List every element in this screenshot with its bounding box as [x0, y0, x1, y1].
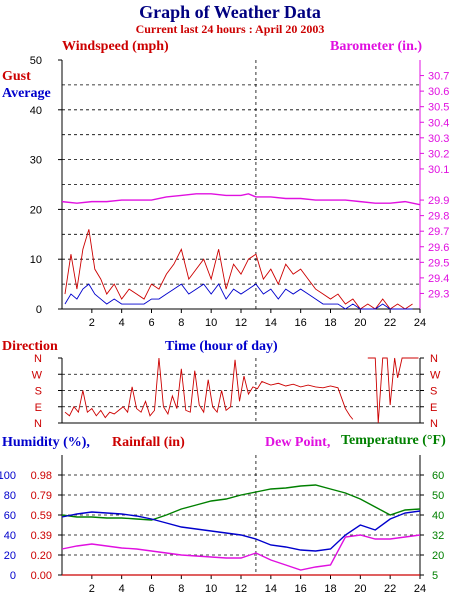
- x-tick-label: 6: [148, 583, 154, 595]
- dir-tick-label: W: [32, 369, 43, 381]
- humidity-tick-label: 80: [4, 490, 16, 502]
- humidity-tick-label: 60: [4, 510, 16, 522]
- dir-tick-label: W: [430, 369, 441, 381]
- temp-tick-label: 5: [432, 570, 438, 582]
- humidity-label: Humidity (%),: [2, 435, 90, 450]
- direction-label: Direction: [2, 339, 58, 354]
- x-tick-label: 8: [178, 317, 184, 329]
- rain-tick-label: 0.00: [31, 570, 52, 582]
- baro-tick-label: 30.6: [428, 86, 449, 98]
- dewpoint-label: Dew Point,: [265, 435, 330, 450]
- rain-tick-label: 0.39: [31, 530, 52, 542]
- x-tick-label: 10: [205, 317, 217, 329]
- dir-tick-label: N: [430, 353, 438, 365]
- humidity-line: [61, 510, 421, 552]
- baro-tick-label: 30.5: [428, 102, 449, 114]
- temp-tick-label: 20: [432, 550, 444, 562]
- x-tick-label: 12: [235, 583, 247, 595]
- baro-tick-label: 29.5: [428, 257, 449, 269]
- x-tick-label: 20: [354, 317, 366, 329]
- x-tick-label: 24: [414, 583, 426, 595]
- chart-subtitle: Current last 24 hours : April 20 2003: [136, 22, 325, 36]
- baro-tick-label: 30.7: [428, 71, 449, 83]
- x-tick-label: 22: [384, 317, 396, 329]
- dir-tick-label: E: [430, 402, 437, 414]
- x-tick-label: 10: [205, 583, 217, 595]
- x-tick-label: 24: [414, 317, 426, 329]
- humidity-tick-label: 20: [4, 550, 16, 562]
- temp-tick-label: 50: [432, 490, 444, 502]
- y-tick-label: 0: [36, 304, 42, 316]
- humidity-tick-label: 100: [0, 470, 16, 482]
- x-tick-label: 8: [178, 583, 184, 595]
- y-tick-label: 50: [30, 55, 42, 67]
- gust-line: [64, 229, 413, 310]
- x-tick-label: 18: [324, 583, 336, 595]
- dir-tick-label: N: [34, 418, 42, 430]
- x-tick-label: 14: [265, 317, 277, 329]
- x-tick-label: 14: [265, 583, 277, 595]
- rain-tick-label: 0.59: [31, 510, 52, 522]
- x-tick-label: 4: [119, 583, 125, 595]
- baro-tick-label: 29.3: [428, 288, 449, 300]
- y-tick-label: 30: [30, 155, 42, 167]
- rain-tick-label: 0.79: [31, 490, 52, 502]
- x-tick-label: 22: [384, 583, 396, 595]
- baro-tick-label: 30.3: [428, 133, 449, 145]
- baro-tick-label: 29.8: [428, 211, 449, 223]
- y-tick-label: 40: [30, 105, 42, 117]
- baro-tick-label: 29.9: [428, 195, 449, 207]
- humidity-tick-label: 0: [10, 570, 16, 582]
- gust-label: Gust: [2, 69, 31, 84]
- x-tick-label: 18: [324, 317, 336, 329]
- temp-tick-label: 32: [432, 530, 444, 542]
- x-tick-label: 16: [295, 583, 307, 595]
- y-tick-label: 10: [30, 254, 42, 266]
- rainfall-label: Rainfall (in): [112, 435, 185, 450]
- x-tick-label: 2: [89, 583, 95, 595]
- dir-tick-label: E: [35, 402, 42, 414]
- x-tick-label: 16: [295, 317, 307, 329]
- baro-tick-label: 30.4: [428, 117, 449, 129]
- baro-tick-label: 29.7: [428, 226, 449, 238]
- y-tick-label: 20: [30, 204, 42, 216]
- dir-tick-label: S: [430, 386, 437, 398]
- temp-tick-label: 60: [432, 470, 444, 482]
- average-label: Average: [2, 86, 51, 101]
- direction-line: [64, 357, 354, 420]
- baro-tick-label: 30.1: [428, 164, 449, 176]
- dir-tick-label: N: [430, 418, 438, 430]
- rain-tick-label: 0.20: [31, 550, 52, 562]
- baro-tick-label: 30.2: [428, 148, 449, 160]
- barometer-line: [61, 193, 421, 206]
- baro-tick-label: 29.4: [428, 273, 449, 285]
- x-tick-label: 6: [148, 317, 154, 329]
- dir-tick-label: S: [35, 386, 42, 398]
- time-axis-label: Time (hour of day): [165, 339, 278, 354]
- temp-tick-label: 40: [432, 510, 444, 522]
- temperature-label: Temperature (°F): [341, 433, 446, 448]
- dir-tick-label: N: [34, 353, 42, 365]
- humidity-tick-label: 40: [4, 530, 16, 542]
- temperature-line: [61, 484, 421, 521]
- rain-tick-label: 0.98: [31, 470, 52, 482]
- barometer-label: Barometer (in.): [330, 39, 422, 54]
- baro-tick-label: 29.6: [428, 242, 449, 254]
- x-tick-label: 12: [235, 317, 247, 329]
- x-tick-label: 20: [354, 583, 366, 595]
- direction-line-late: [367, 357, 419, 424]
- average-line: [64, 283, 413, 310]
- chart-title: Graph of Weather Data: [139, 2, 321, 22]
- x-tick-label: 4: [119, 317, 125, 329]
- dewpoint-line: [61, 534, 421, 571]
- windspeed-label: Windspeed (mph): [62, 39, 169, 54]
- x-tick-label: 2: [89, 317, 95, 329]
